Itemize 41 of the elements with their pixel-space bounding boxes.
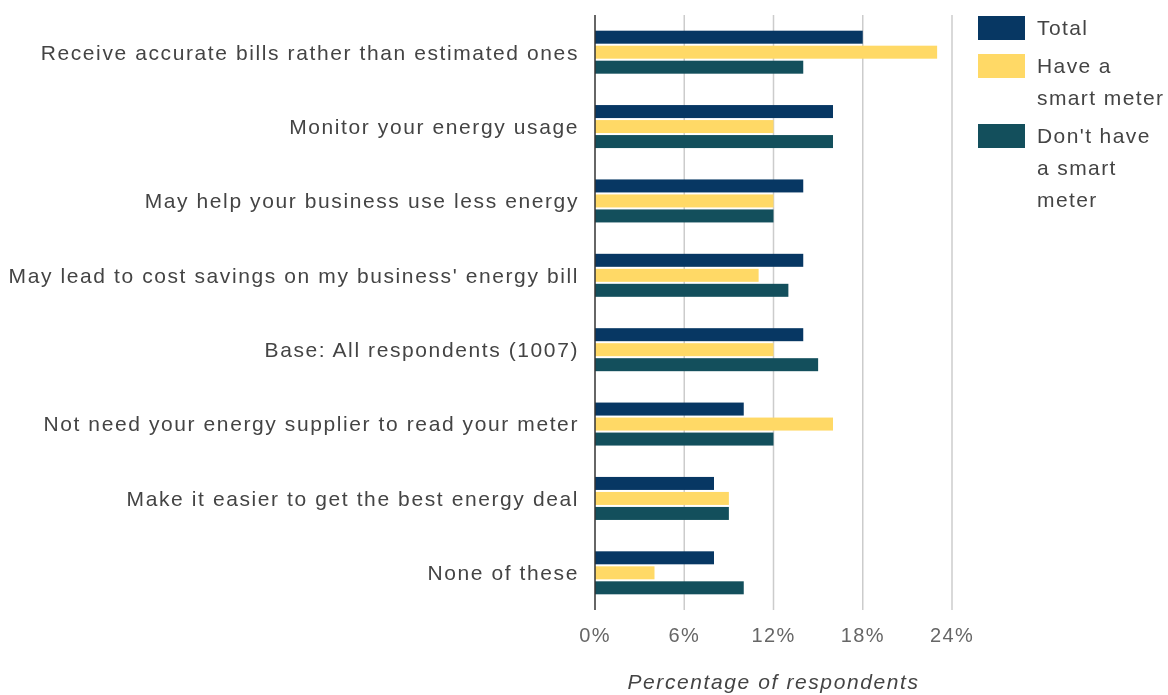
x-tick-label: 6% (668, 624, 701, 646)
bar (595, 60, 804, 74)
bar (595, 402, 744, 416)
bar (595, 179, 804, 193)
x-tick-label: 12% (751, 624, 796, 646)
bar (595, 253, 804, 267)
bar (595, 45, 938, 59)
y-tick-label: May help your business use less energy (144, 189, 579, 213)
bar (595, 30, 863, 44)
legend-label: Don't have a smart meter (1037, 124, 1151, 212)
x-tick-label: 24% (930, 624, 974, 646)
bar (595, 209, 774, 223)
legend-label: Total (1037, 16, 1089, 40)
bar (595, 120, 774, 134)
y-tick-label: Receive accurate bills rather than estimated ones (40, 40, 579, 64)
bar (595, 105, 833, 119)
bar (595, 506, 729, 520)
bar (595, 343, 774, 357)
bar (595, 581, 744, 595)
y-tick-label: May lead to cost savings on my business' energy bill (8, 263, 579, 287)
x-tick-label: 0% (579, 624, 611, 646)
bar (595, 358, 819, 372)
y-tick-label: Not need your energy supplier to read your meter (43, 412, 579, 436)
bar (595, 268, 759, 282)
bar (595, 491, 729, 505)
y-tick-label: None of these (427, 561, 579, 585)
bar (595, 566, 655, 580)
bar (595, 417, 833, 431)
x-tick-label: 18% (840, 624, 885, 646)
x-axis-title: Percentage of respondents (627, 670, 920, 693)
bar (595, 551, 714, 565)
bar (595, 328, 804, 342)
bar (595, 194, 774, 208)
bar (595, 135, 833, 149)
y-tick-label: Make it easier to get the best energy deal (126, 486, 579, 510)
bar (595, 476, 714, 490)
legend-label: Have a smart meter (1037, 54, 1165, 110)
y-tick-label: Monitor your energy usage (289, 114, 579, 138)
y-tick-label: Base: All respondents (1007) (264, 338, 579, 362)
bar (595, 432, 774, 446)
bar (595, 283, 789, 297)
